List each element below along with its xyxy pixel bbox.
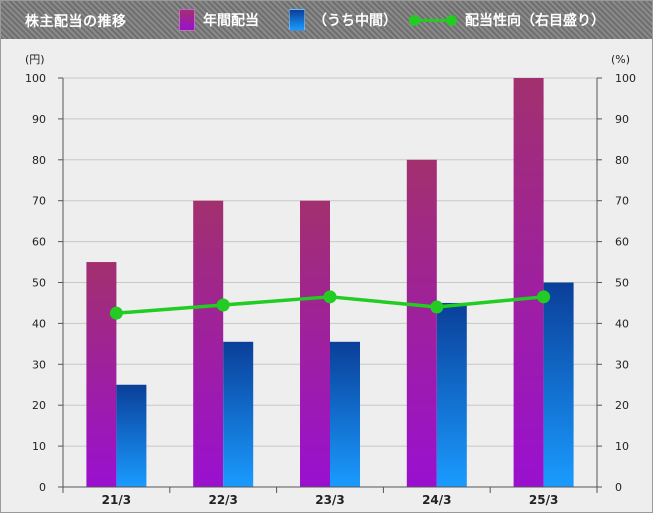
bar-annual: [406, 159, 437, 488]
y-right-tick-label: 100: [615, 72, 636, 85]
chart-header: 株主配当の推移 年間配当 （うち中間） 配当性向（右目盛り）: [1, 1, 652, 39]
y-right-tick-label: 30: [615, 358, 629, 371]
bar-interim: [223, 341, 254, 487]
y-right-tick-label: 60: [615, 236, 629, 249]
bar-interim: [543, 282, 574, 487]
y-right-tick-label: 50: [615, 277, 629, 290]
legend-item-annual: 年間配当: [179, 9, 259, 31]
y-right-tick-label: 40: [615, 317, 629, 330]
payout-point: [323, 290, 337, 304]
bar-interim: [330, 341, 360, 487]
legend-swatch-annual: [179, 9, 195, 31]
x-tick-label: 23/3: [315, 493, 344, 507]
payout-point: [430, 300, 444, 314]
y-left-tick-label: 70: [32, 195, 46, 208]
y-right-tick-label: 80: [615, 154, 629, 167]
legend-label-payout: 配当性向（右目盛り）: [465, 13, 605, 29]
y-left-tick-label: 60: [32, 236, 46, 249]
y-right-tick-label: 10: [615, 440, 629, 453]
y-left-tick-label: 30: [32, 358, 46, 371]
y-right-tick-label: 70: [615, 195, 629, 208]
x-tick-label: 21/3: [102, 493, 131, 507]
payout-point: [537, 290, 551, 304]
y-left-tick-label: 80: [32, 154, 46, 167]
y-left-tick-label: 10: [32, 440, 46, 453]
legend-swatch-interim: [289, 9, 305, 31]
bar-annual: [300, 200, 330, 487]
x-tick-label: 25/3: [529, 493, 558, 507]
y-left-tick-label: 100: [25, 72, 46, 85]
x-tick-label: 22/3: [208, 493, 237, 507]
legend-item-payout: 配当性向（右目盛り）: [409, 9, 605, 31]
payout-point: [109, 306, 123, 320]
y-right-tick-label: 90: [615, 113, 629, 126]
bar-interim: [116, 384, 147, 487]
y-right-tick-label: 20: [615, 399, 629, 412]
y-left-tick-label: 50: [32, 277, 46, 290]
bar-annual: [86, 262, 117, 487]
y-left-tick-label: 0: [39, 481, 46, 494]
y-right-axis-unit: (%): [611, 53, 630, 66]
y-left-axis-unit: (円): [25, 53, 45, 66]
legend-line-payout: [409, 10, 457, 30]
chart-title: 株主配当の推移: [25, 14, 127, 30]
legend-label-interim: （うち中間）: [313, 13, 397, 29]
y-left-tick-label: 40: [32, 317, 46, 330]
bar-annual: [513, 78, 544, 487]
legend-label-annual: 年間配当: [203, 13, 259, 29]
bar-interim: [436, 302, 467, 487]
bar-annual: [193, 200, 224, 487]
x-tick-label: 24/3: [422, 493, 451, 507]
y-right-tick-label: 0: [615, 481, 622, 494]
legend-item-interim: （うち中間）: [289, 9, 397, 31]
payout-point: [216, 298, 230, 312]
y-left-tick-label: 90: [32, 113, 46, 126]
y-left-tick-label: 20: [32, 399, 46, 412]
